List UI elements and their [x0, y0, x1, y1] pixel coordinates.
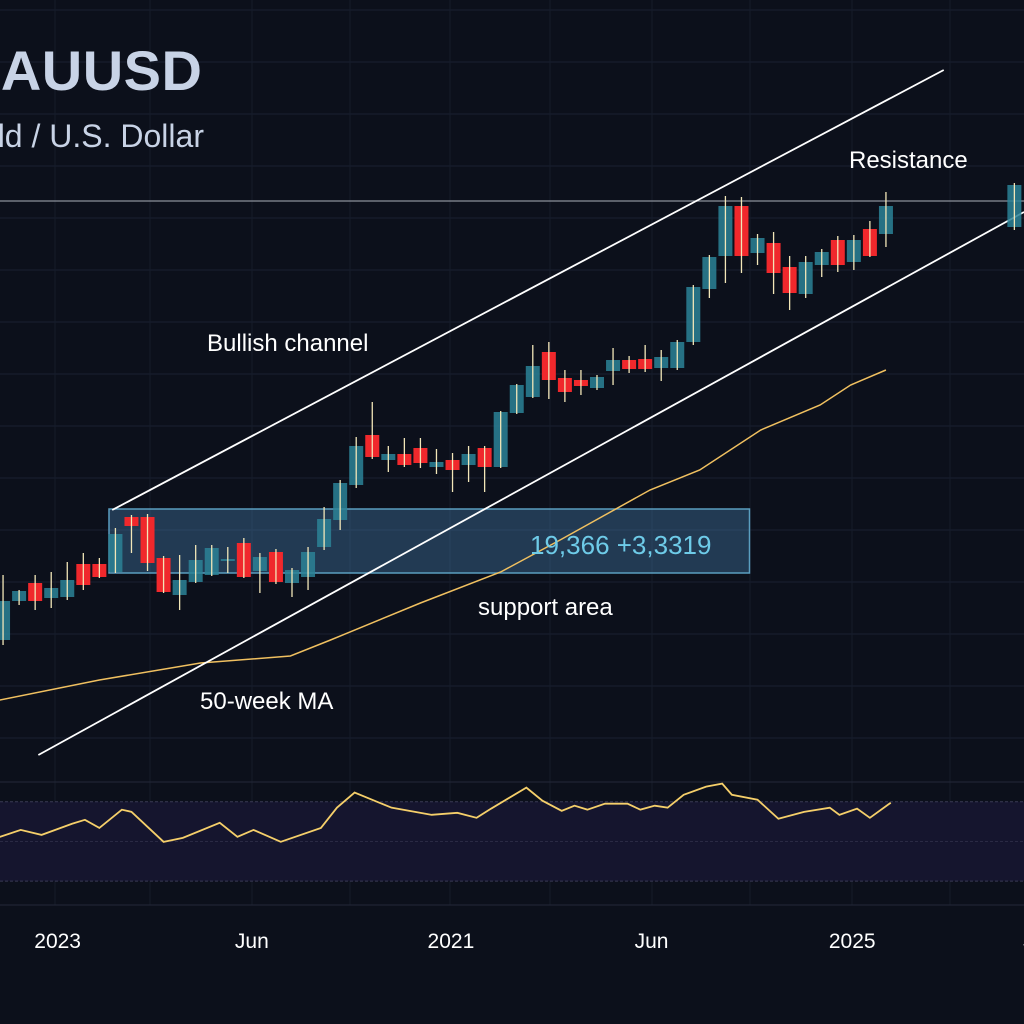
oscillator-line: [0, 782, 892, 843]
x-tick-label: 2023: [34, 930, 81, 953]
support-area-label: support area: [478, 594, 613, 621]
candle-body-up: [0, 601, 11, 640]
channel-upper-line: [111, 69, 945, 511]
x-tick-label: 2021: [427, 930, 475, 953]
symbol-name: Gold / U.S. Dollar: [0, 118, 204, 154]
x-tick-label: Jun: [634, 930, 669, 953]
ma-label: 50-week MA: [200, 688, 334, 715]
channel-lower-line: [37, 211, 1024, 756]
symbol-title: XAUUSD: [0, 39, 203, 102]
ma-50w-line: [0, 369, 887, 701]
x-tick-label: 2025: [828, 930, 876, 953]
x-tick-label: Jun: [234, 930, 269, 953]
support-box-value: 19,366 +3,3319: [530, 530, 712, 560]
resistance-label: Resistance: [849, 147, 968, 174]
channel-label: Bullish channel: [207, 330, 369, 357]
